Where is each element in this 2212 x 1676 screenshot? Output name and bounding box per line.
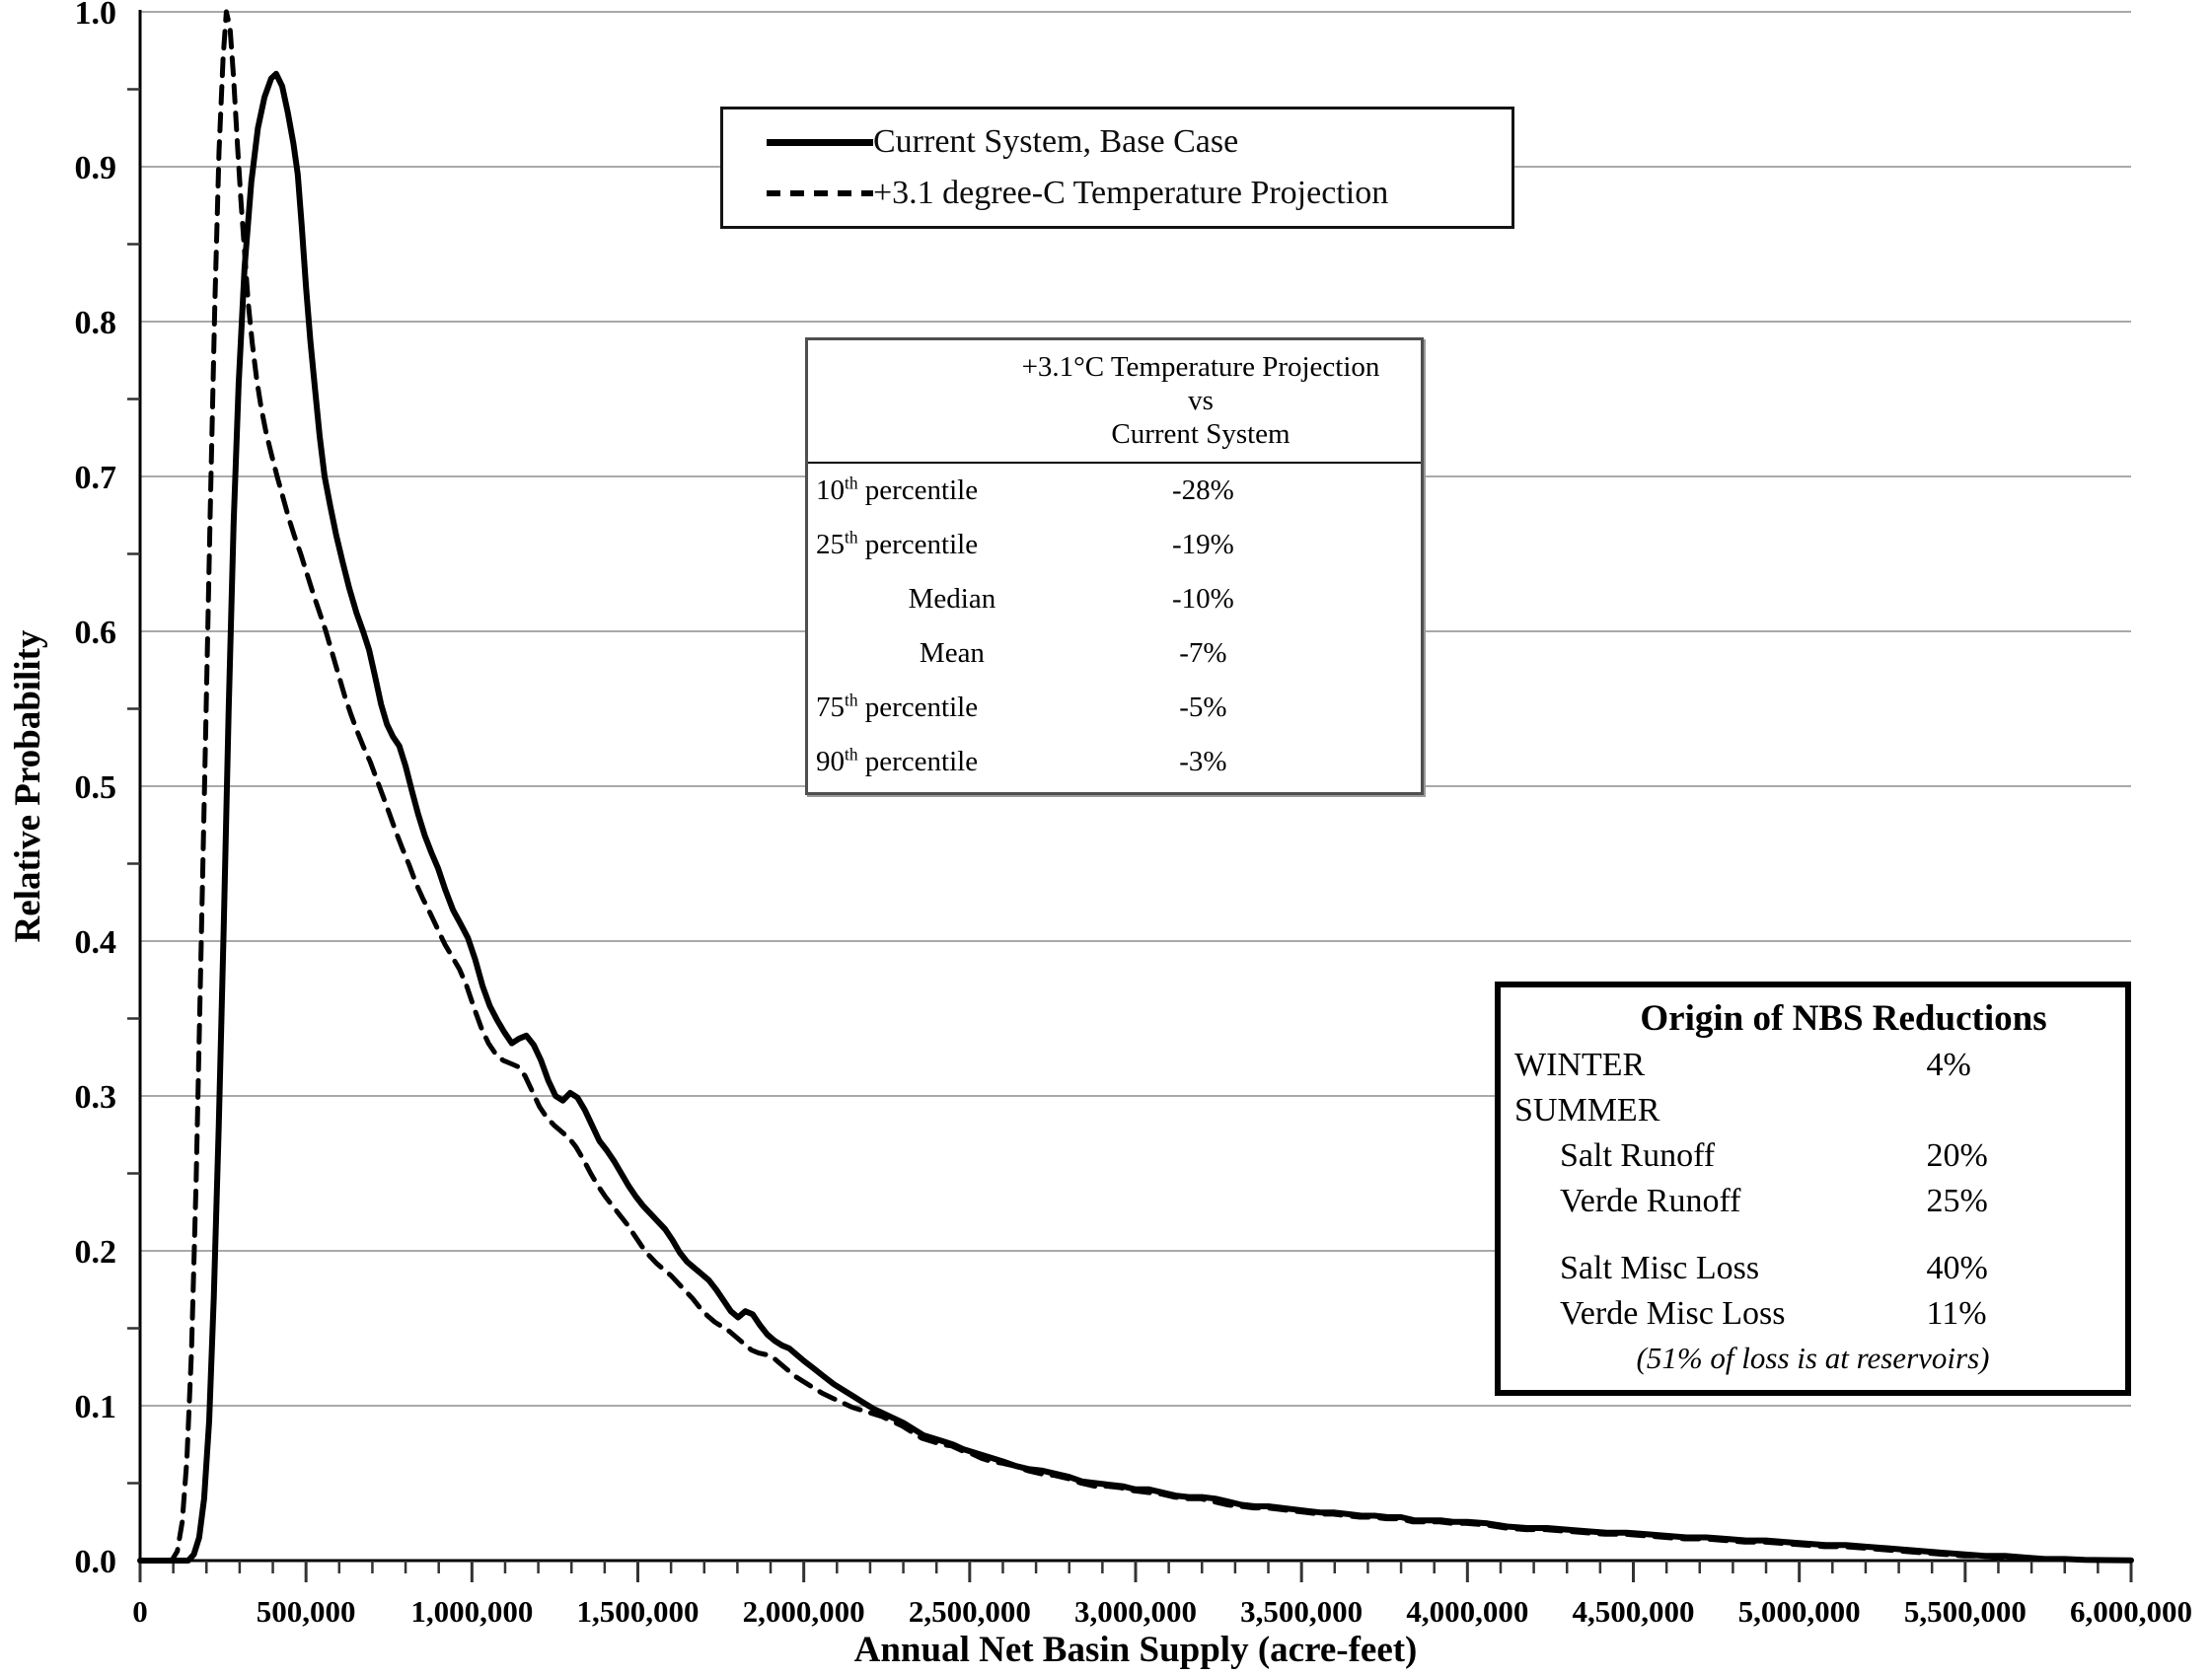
y-tick-label: 0.2	[75, 1234, 117, 1271]
x-tick-label: 1,500,000	[577, 1594, 700, 1629]
row-value: -19%	[1172, 528, 1234, 560]
row-label: Median	[908, 582, 996, 615]
comparison-table-header-line2: vs	[1188, 385, 1214, 417]
legend: Current System, Base Case +3.1 degree-C …	[720, 107, 1514, 229]
y-axis: 0.0 0.1 0.2 0.3 0.4 0.5 0.6 0.7 0.8 0.9 1.0	[75, 0, 142, 1580]
nbs-box-title: Origin of NBS Reductions	[1640, 998, 2047, 1039]
y-tick-label: 0.3	[75, 1079, 117, 1116]
y-tick-label: 0.0	[75, 1544, 117, 1580]
table-row: 10th percentile -28%	[808, 464, 1421, 518]
comparison-table-header: +3.1°C Temperature Projection vs Current…	[808, 340, 1421, 456]
x-tick-label: 1,000,000	[410, 1594, 533, 1629]
nbs-value: 25%	[1926, 1183, 1988, 1219]
y-tick-label: 1.0	[75, 0, 117, 32]
x-tick-label: 3,000,000	[1074, 1594, 1197, 1629]
list-item: WINTER 4%	[1514, 1043, 2111, 1088]
x-tick-label: 2,500,000	[909, 1594, 1031, 1629]
y-tick-label: 0.7	[75, 460, 117, 496]
legend-label-current-system: Current System, Base Case	[873, 123, 1239, 160]
x-tick-label: 5,500,000	[1904, 1594, 2027, 1629]
row-value: -28%	[1172, 474, 1234, 506]
nbs-value: 20%	[1926, 1137, 1988, 1174]
x-axis: 0 500,000 1,000,000 1,500,000 2,000,000 2,500…	[132, 1559, 2192, 1629]
table-row: 90th percentile -3%	[808, 735, 1421, 789]
x-tick-label: 3,500,000	[1240, 1594, 1363, 1629]
series-temperature-projection-line	[137, 9, 2134, 1564]
nbs-label: WINTER	[1514, 1047, 1646, 1083]
table-row: Median -10%	[808, 572, 1421, 626]
row-label: 90th percentile	[816, 744, 979, 777]
nbs-label: Verde Runoff	[1560, 1183, 1741, 1219]
nbs-value: 11%	[1926, 1295, 1987, 1332]
y-tick-label: 0.9	[75, 150, 117, 186]
nbs-label: Salt Misc Loss	[1560, 1250, 1760, 1286]
nbs-label: Salt Runoff	[1560, 1137, 1716, 1174]
y-tick-label: 0.1	[75, 1389, 117, 1425]
nbs-value: 40%	[1926, 1250, 1988, 1286]
comparison-table-header-line1: +3.1°C Temperature Projection	[1021, 351, 1380, 383]
x-tick-label: 4,000,000	[1406, 1594, 1528, 1629]
row-label: 10th percentile	[816, 473, 979, 506]
solid-line-sample	[767, 138, 873, 146]
x-axis-title: Annual Net Basin Supply (acre-feet)	[854, 1630, 1418, 1670]
x-tick-label: 6,000,000	[2070, 1594, 2192, 1629]
y-axis-title: Relative Probability	[8, 629, 48, 942]
table-row: 75th percentile -5%	[808, 681, 1421, 735]
row-value: -3%	[1179, 745, 1227, 777]
row-value: -7%	[1179, 636, 1227, 669]
nbs-reductions-box: Origin of NBS Reductions WINTER 4% SUMME…	[1495, 982, 2131, 1396]
x-tick-label: 5,000,000	[1738, 1594, 1861, 1629]
list-item: Verde Misc Loss 11%	[1514, 1291, 2111, 1337]
list-item: Verde Runoff 25%	[1514, 1179, 2111, 1224]
spacer	[1514, 1224, 2111, 1246]
list-item: SUMMER	[1514, 1088, 2111, 1133]
dashed-line-sample	[767, 190, 873, 196]
table-row: 25th percentile -19%	[808, 518, 1421, 572]
legend-label-temperature-projection: +3.1 degree-C Temperature Projection	[873, 175, 1389, 211]
comparison-table: +3.1°C Temperature Projection vs Current…	[805, 337, 1424, 795]
comparison-table-header-line3: Current System	[1111, 418, 1290, 451]
comparison-table-divider	[808, 461, 1421, 464]
nbs-footnote: (51% of loss is at reservoirs)	[1636, 1341, 1990, 1375]
legend-item-current-system: Current System, Base Case	[767, 116, 1512, 168]
row-label: 25th percentile	[816, 527, 979, 560]
y-tick-label: 0.5	[75, 769, 117, 806]
row-value: -5%	[1179, 691, 1227, 723]
list-item: Salt Runoff 20%	[1514, 1133, 2111, 1179]
list-item: Salt Misc Loss 40%	[1514, 1246, 2111, 1291]
row-label: 75th percentile	[816, 690, 979, 723]
nbs-label: SUMMER	[1514, 1092, 1660, 1129]
nbs-label: Verde Misc Loss	[1560, 1295, 1786, 1332]
row-value: -10%	[1172, 582, 1234, 615]
y-tick-label: 0.8	[75, 305, 117, 341]
row-label: Mean	[919, 636, 985, 669]
y-tick-label: 0.4	[75, 924, 117, 961]
legend-item-temperature-projection: +3.1 degree-C Temperature Projection	[767, 168, 1512, 219]
table-row: Mean -7%	[808, 626, 1421, 681]
x-tick-label: 2,000,000	[743, 1594, 865, 1629]
x-tick-label: 500,000	[257, 1594, 356, 1629]
x-tick-label: 4,500,000	[1573, 1594, 1695, 1629]
y-tick-label: 0.6	[75, 615, 117, 651]
nbs-value: 4%	[1926, 1047, 1971, 1083]
x-tick-label: 0	[132, 1594, 148, 1629]
